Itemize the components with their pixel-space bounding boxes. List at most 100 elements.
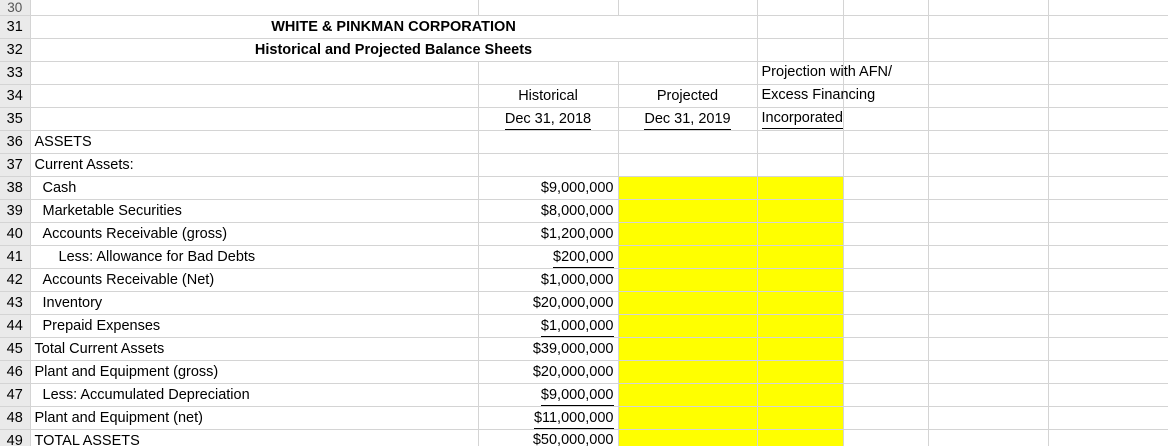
cell-F48[interactable] xyxy=(843,406,929,430)
input-cell-projected-48[interactable] xyxy=(617,406,758,430)
cell-C37[interactable] xyxy=(478,153,619,177)
cell-C38[interactable]: $9,000,000 xyxy=(478,176,619,200)
input-cell-projected-42[interactable] xyxy=(617,268,758,292)
cell-G36[interactable] xyxy=(928,130,1049,154)
cell-H48[interactable] xyxy=(1048,406,1168,430)
cell-E34[interactable]: Excess Financing xyxy=(757,84,875,108)
input-cell-projected-39[interactable] xyxy=(617,199,758,223)
cell-G33[interactable] xyxy=(843,61,929,85)
cell-H44[interactable] xyxy=(1048,314,1168,338)
cell-D33[interactable] xyxy=(618,61,758,85)
cell-G47[interactable] xyxy=(928,383,1049,407)
cell-H33[interactable] xyxy=(928,61,1049,85)
cell-C43[interactable]: $20,000,000 xyxy=(478,291,619,315)
cell-F41[interactable] xyxy=(843,245,929,269)
cell-D35[interactable]: Dec 31, 2019 xyxy=(618,107,758,131)
cell-B38[interactable]: Cash xyxy=(30,176,479,200)
row-header-32[interactable]: 32 xyxy=(0,38,31,62)
cell-B41[interactable]: Less: Allowance for Bad Debts xyxy=(30,245,479,269)
cell-C39[interactable]: $8,000,000 xyxy=(478,199,619,223)
cell-C36[interactable] xyxy=(478,130,619,154)
cell-B49[interactable]: TOTAL ASSETS xyxy=(30,429,479,446)
cell-F42[interactable] xyxy=(843,268,929,292)
cell-H39[interactable] xyxy=(1048,199,1168,223)
cell-H45[interactable] xyxy=(1048,337,1168,361)
row-header-30[interactable]: 30 xyxy=(0,0,31,16)
cell-F44[interactable] xyxy=(843,314,929,338)
cell-C45[interactable]: $39,000,000 xyxy=(478,337,619,361)
cell-H40[interactable] xyxy=(1048,222,1168,246)
row-header-41[interactable]: 41 xyxy=(0,245,31,269)
cell-B42[interactable]: Accounts Receivable (Net) xyxy=(30,268,479,292)
cell-H38[interactable] xyxy=(1048,176,1168,200)
cell-F30[interactable] xyxy=(843,0,929,16)
row-header-42[interactable]: 42 xyxy=(0,268,31,292)
cell-D36[interactable] xyxy=(618,130,758,154)
input-cell-projected-38[interactable] xyxy=(617,176,758,200)
cell-C47[interactable]: $9,000,000 xyxy=(478,383,619,407)
input-cell-afn-43[interactable] xyxy=(756,291,844,315)
input-cell-afn-39[interactable] xyxy=(756,199,844,223)
cell-E33[interactable]: Projection with AFN/ xyxy=(757,61,892,85)
cell-F37[interactable] xyxy=(843,153,929,177)
input-cell-afn-47[interactable] xyxy=(756,383,844,407)
cell-E35[interactable]: Incorporated xyxy=(757,107,844,131)
cell-G32[interactable] xyxy=(843,38,929,62)
cell-B36[interactable]: ASSETS xyxy=(30,130,479,154)
cell-B34[interactable] xyxy=(30,84,479,108)
cell-F38[interactable] xyxy=(843,176,929,200)
cell-D37[interactable] xyxy=(618,153,758,177)
cell-H46[interactable] xyxy=(1048,360,1168,384)
row-header-34[interactable]: 34 xyxy=(0,84,31,108)
cell-H36[interactable] xyxy=(1048,130,1168,154)
cell-H31[interactable] xyxy=(928,15,1049,39)
cell-F43[interactable] xyxy=(843,291,929,315)
cell-G34[interactable] xyxy=(843,84,929,108)
cell-F36[interactable] xyxy=(843,130,929,154)
input-cell-afn-38[interactable] xyxy=(756,176,844,200)
cell-C30[interactable] xyxy=(478,0,619,16)
cell-B30[interactable] xyxy=(30,0,479,16)
row-header-37[interactable]: 37 xyxy=(0,153,31,177)
cell-B37[interactable]: Current Assets: xyxy=(30,153,479,177)
row-header-44[interactable]: 44 xyxy=(0,314,31,338)
cell-F45[interactable] xyxy=(843,337,929,361)
input-cell-afn-42[interactable] xyxy=(756,268,844,292)
input-cell-projected-44[interactable] xyxy=(617,314,758,338)
cell-B31[interactable]: WHITE & PINKMAN CORPORATION xyxy=(30,15,758,39)
cell-B47[interactable]: Less: Accumulated Depreciation xyxy=(30,383,479,407)
cell-F39[interactable] xyxy=(843,199,929,223)
cell-E30[interactable] xyxy=(757,0,844,16)
row-header-48[interactable]: 48 xyxy=(0,406,31,430)
cell-X34[interactable] xyxy=(1048,84,1168,108)
row-header-35[interactable]: 35 xyxy=(0,107,31,131)
cell-G45[interactable] xyxy=(928,337,1049,361)
cell-F40[interactable] xyxy=(843,222,929,246)
cell-B40[interactable]: Accounts Receivable (gross) xyxy=(30,222,479,246)
input-cell-afn-41[interactable] xyxy=(756,245,844,269)
cell-B48[interactable]: Plant and Equipment (net) xyxy=(30,406,479,430)
cell-D34[interactable]: Projected xyxy=(618,84,758,108)
row-header-40[interactable]: 40 xyxy=(0,222,31,246)
cell-H42[interactable] xyxy=(1048,268,1168,292)
input-cell-afn-44[interactable] xyxy=(756,314,844,338)
cell-H34[interactable] xyxy=(928,84,1049,108)
cell-B43[interactable]: Inventory xyxy=(30,291,479,315)
cell-F49[interactable] xyxy=(843,429,929,446)
cell-B32[interactable]: Historical and Projected Balance Sheets xyxy=(30,38,758,62)
row-header-36[interactable]: 36 xyxy=(0,130,31,154)
cell-G35[interactable] xyxy=(843,107,929,131)
cell-C41[interactable]: $200,000 xyxy=(478,245,619,269)
cell-B39[interactable]: Marketable Securities xyxy=(30,199,479,223)
row-header-47[interactable]: 47 xyxy=(0,383,31,407)
cell-G44[interactable] xyxy=(928,314,1049,338)
row-header-33[interactable]: 33 xyxy=(0,61,31,85)
input-cell-projected-40[interactable] xyxy=(617,222,758,246)
input-cell-afn-48[interactable] xyxy=(756,406,844,430)
cell-B45[interactable]: Total Current Assets xyxy=(30,337,479,361)
cell-C35[interactable]: Dec 31, 2018 xyxy=(478,107,619,131)
row-header-38[interactable]: 38 xyxy=(0,176,31,200)
cell-G46[interactable] xyxy=(928,360,1049,384)
row-header-43[interactable]: 43 xyxy=(0,291,31,315)
input-cell-projected-49[interactable] xyxy=(617,429,758,446)
